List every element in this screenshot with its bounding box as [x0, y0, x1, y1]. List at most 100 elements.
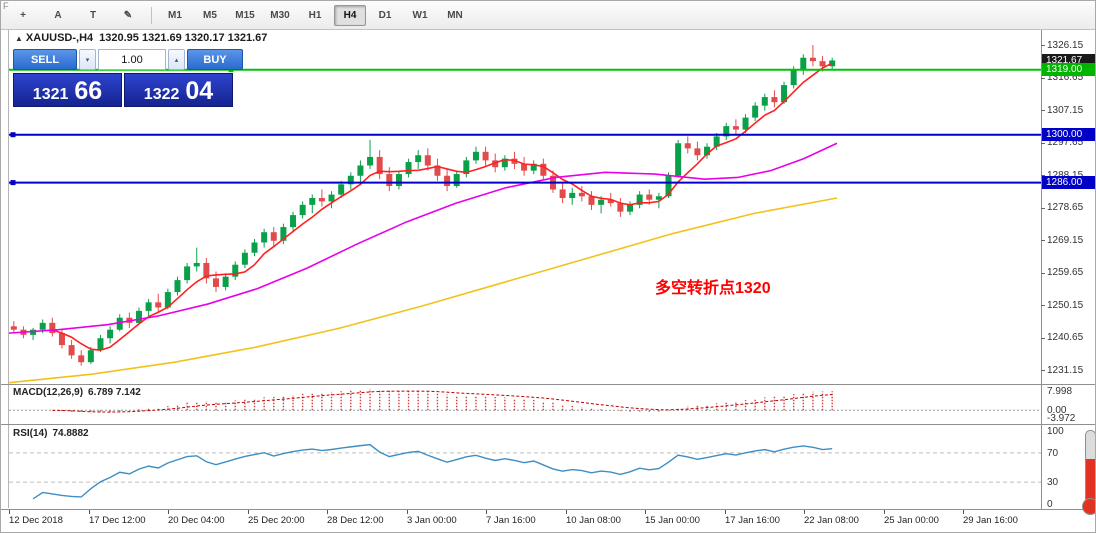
rsi-indicator-canvas[interactable]: [9, 425, 1041, 509]
price-axis-tick: [1041, 305, 1045, 307]
ma-fast-line: [52, 62, 833, 352]
price-axis-tick: [1041, 370, 1045, 372]
timeframe-button-w1[interactable]: W1: [412, 9, 428, 21]
macd-axis-label: 0.00: [1047, 405, 1067, 417]
time-axis-tick: [566, 510, 567, 514]
chart-header: ▲ XAUUSD-,H4 1320.95 1321.69 1320.17 1321.…: [15, 32, 267, 44]
price-axis-label: 1240.65: [1047, 332, 1084, 344]
rsi-line: [32, 443, 833, 500]
time-axis-label: 7 Jan 16:00: [486, 515, 536, 526]
timeframe-button-m30[interactable]: M30: [270, 9, 290, 21]
ma-slow-line: [9, 197, 838, 384]
price-axis-tick: [1041, 175, 1045, 177]
price-axis-label: 1297.65: [1047, 137, 1084, 149]
rsi-name: RSI(14): [13, 428, 48, 439]
toolbar-icons-group: + A T ✎: [7, 5, 144, 26]
macd-axis-label: -3.972: [1047, 413, 1076, 424]
price-axis-tick: [1041, 110, 1045, 112]
time-axis-tick: [884, 510, 885, 514]
price-axis-label: 1269.15: [1047, 234, 1084, 246]
ask-main: 1322: [143, 86, 180, 103]
time-axis-tick: [9, 510, 10, 514]
hline-handle[interactable]: [10, 180, 16, 186]
price-axis-label: 1288.15: [1047, 170, 1083, 181]
time-axis-tick: [248, 510, 249, 514]
time-axis-tick: [407, 510, 408, 514]
macd-histogram: [51, 388, 833, 414]
price-axis-label: 1326.15: [1047, 39, 1084, 51]
thermometer-indicator: [1085, 430, 1095, 506]
rsi-axis-label: 0: [1047, 499, 1053, 510]
time-axis-tick: [327, 510, 328, 514]
price-tag-1319.00: 1319.00: [1042, 63, 1095, 77]
sell-button[interactable]: SELL: [13, 49, 77, 70]
candles-layer: [10, 45, 836, 366]
pane-separator[interactable]: [1, 509, 1095, 510]
rsi-value: 74.8882: [52, 428, 89, 439]
macd-indicator-canvas[interactable]: [9, 385, 1041, 424]
price-axis-label: 1259.65: [1047, 267, 1084, 279]
text-cursor-icon[interactable]: A: [54, 9, 62, 21]
timeframe-button-m5[interactable]: M5: [203, 9, 217, 21]
ma-mid-line: [9, 142, 838, 334]
timeframe-button-h4[interactable]: H4: [334, 4, 366, 26]
price-axis-tick: [1041, 272, 1045, 274]
timeframe-button-mn[interactable]: MN: [447, 9, 463, 21]
time-axis-tick: [89, 510, 90, 514]
price-axis-tick: [1041, 240, 1045, 242]
one-click-trading-panel: SELL ▾ ▴ BUY 1321 66 1322 04: [13, 49, 245, 107]
time-axis-label: 28 Dec 12:00: [327, 515, 384, 526]
timeframe-button-m15[interactable]: M15: [235, 9, 255, 21]
price-axis-tick: [1041, 142, 1045, 144]
price-axis-label: 1250.15: [1047, 299, 1084, 311]
volume-stepper-button[interactable]: ▴: [168, 49, 185, 70]
thermometer-bulb-icon: [1082, 498, 1095, 515]
time-axis-label: 17 Jan 16:00: [725, 515, 780, 526]
time-axis-label: 12 Dec 2018: [9, 515, 63, 526]
volume-dropdown-button[interactable]: ▾: [79, 49, 96, 70]
rsi-axis-label: 70: [1047, 447, 1059, 459]
pointer-icon[interactable]: +: [20, 9, 26, 21]
price-axis-tick: [1041, 337, 1045, 339]
time-axis-tick: [168, 510, 169, 514]
chart-text-annotation: 多空转折点1320: [655, 280, 771, 297]
plot-left-border: [8, 29, 9, 508]
macd-axis-label: 7.998: [1047, 386, 1073, 397]
rsi-axis-label: 100: [1047, 426, 1064, 437]
price-axis-label: 1231.15: [1047, 364, 1084, 376]
timeframe-button-m1[interactable]: M1: [168, 9, 182, 21]
price-axis-tick: [1041, 77, 1045, 79]
symbol-period-label: XAUUSD-,H4: [25, 32, 94, 44]
hline-handle[interactable]: [10, 132, 16, 138]
price-axis-border: [1041, 29, 1042, 510]
buy-button[interactable]: BUY: [187, 49, 243, 70]
pane-separator[interactable]: [1, 424, 1095, 425]
timeframe-buttons-group: M1 M5 M15 M30 H1 H4 D1 W1 MN: [159, 4, 471, 26]
time-axis-tick: [486, 510, 487, 514]
macd-name: MACD(12,26,9): [13, 387, 84, 398]
bid-main: 1321: [32, 86, 69, 103]
pane-separator[interactable]: [1, 384, 1095, 385]
ohlc-values: 1320.95 1321.69 1320.17 1321.67: [99, 32, 268, 44]
timeframe-button-h1[interactable]: H1: [308, 9, 322, 21]
price-axis-label: 1316.65: [1047, 72, 1084, 84]
time-axis-label: 25 Dec 20:00: [248, 515, 305, 526]
chart-symbol-icon: ▲: [15, 34, 23, 43]
timeframe-button-d1[interactable]: D1: [378, 9, 392, 21]
price-tag-1300.00: 1300.00: [1042, 128, 1095, 142]
price-axis-label: 1278.65: [1047, 202, 1084, 214]
time-axis-label: 15 Jan 00:00: [645, 515, 700, 526]
macd-values: 6.789 7.142: [88, 387, 141, 398]
bid-pips: 66: [74, 77, 103, 105]
text-label-icon[interactable]: T: [89, 9, 97, 21]
time-axis-tick: [963, 510, 964, 514]
draw-pencil-icon[interactable]: ✎: [123, 9, 133, 21]
time-axis-label: 17 Dec 12:00: [89, 515, 146, 526]
bid-price-tile[interactable]: 1321 66: [13, 73, 122, 107]
price-axis-tick: [1041, 45, 1045, 47]
corner-f-label: F: [3, 1, 9, 11]
ask-price-tile[interactable]: 1322 04: [124, 73, 233, 107]
volume-input[interactable]: [98, 49, 166, 70]
time-axis-label: 22 Jan 08:00: [804, 515, 859, 526]
time-axis-tick: [645, 510, 646, 514]
